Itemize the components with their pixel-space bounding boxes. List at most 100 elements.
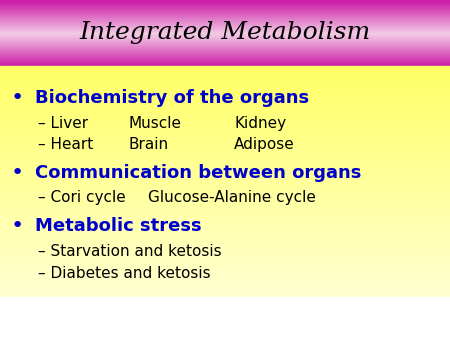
- Bar: [0, 124, 450, 127]
- Bar: [0, 54, 450, 55]
- Bar: [0, 63, 450, 64]
- Bar: [0, 289, 450, 292]
- Text: Muscle: Muscle: [128, 116, 181, 131]
- Bar: [0, 32, 450, 33]
- Bar: [0, 56, 450, 57]
- Bar: [0, 48, 450, 49]
- Bar: [0, 98, 450, 101]
- Text: – Diabetes and ketosis: – Diabetes and ketosis: [38, 266, 211, 281]
- Bar: [0, 101, 450, 103]
- Bar: [0, 89, 450, 92]
- Bar: [0, 28, 450, 29]
- Bar: [0, 18, 450, 19]
- Bar: [0, 53, 450, 54]
- Text: •: •: [10, 216, 24, 237]
- Bar: [0, 147, 450, 150]
- Bar: [0, 30, 450, 31]
- Bar: [0, 4, 450, 5]
- Bar: [0, 222, 450, 225]
- Bar: [0, 47, 450, 48]
- Bar: [0, 6, 450, 7]
- Bar: [0, 86, 450, 89]
- Bar: [0, 190, 450, 193]
- Bar: [0, 23, 450, 24]
- Bar: [0, 15, 450, 16]
- Text: Brain: Brain: [128, 137, 168, 152]
- Text: Communication between organs: Communication between organs: [35, 164, 361, 182]
- Bar: [0, 1, 450, 2]
- Bar: [0, 62, 450, 63]
- Bar: [0, 3, 450, 4]
- Bar: [0, 20, 450, 21]
- Bar: [0, 92, 450, 95]
- Bar: [0, 58, 450, 59]
- Bar: [0, 185, 450, 188]
- Bar: [0, 80, 450, 83]
- Bar: [0, 69, 450, 72]
- Bar: [0, 64, 450, 65]
- Bar: [0, 10, 450, 11]
- Bar: [0, 51, 450, 52]
- Bar: [0, 61, 450, 62]
- Bar: [0, 260, 450, 263]
- Bar: [0, 17, 450, 18]
- Text: – Starvation and ketosis: – Starvation and ketosis: [38, 244, 222, 259]
- Bar: [0, 242, 450, 245]
- Bar: [0, 257, 450, 260]
- Bar: [0, 248, 450, 251]
- Bar: [0, 228, 450, 231]
- Bar: [0, 167, 450, 170]
- Bar: [0, 150, 450, 153]
- Text: Biochemistry of the organs: Biochemistry of the organs: [35, 89, 309, 107]
- Bar: [0, 103, 450, 106]
- Bar: [0, 24, 450, 25]
- Bar: [0, 25, 450, 26]
- Text: Integrated Metabolism: Integrated Metabolism: [79, 21, 371, 45]
- Bar: [0, 19, 450, 20]
- Bar: [0, 132, 450, 136]
- Bar: [0, 65, 450, 66]
- Bar: [0, 36, 450, 37]
- Bar: [0, 294, 450, 297]
- Bar: [0, 231, 450, 234]
- Text: Adipose: Adipose: [234, 137, 295, 152]
- Bar: [0, 57, 450, 58]
- Bar: [0, 2, 450, 3]
- Bar: [0, 208, 450, 211]
- Bar: [0, 292, 450, 294]
- Bar: [0, 8, 450, 9]
- Bar: [0, 118, 450, 121]
- Bar: [0, 202, 450, 205]
- Bar: [0, 141, 450, 144]
- Bar: [0, 22, 450, 23]
- Bar: [0, 75, 450, 77]
- Bar: [0, 49, 450, 50]
- Text: Metabolic stress: Metabolic stress: [35, 217, 202, 236]
- Text: •: •: [10, 163, 24, 183]
- Bar: [0, 135, 450, 138]
- Bar: [0, 50, 450, 51]
- Bar: [0, 277, 450, 280]
- Bar: [0, 59, 450, 60]
- Bar: [0, 46, 450, 47]
- Bar: [0, 6, 450, 7]
- Bar: [0, 211, 450, 214]
- Bar: [0, 170, 450, 173]
- Bar: [0, 35, 450, 36]
- Bar: [0, 72, 450, 75]
- Bar: [0, 52, 450, 53]
- Bar: [0, 13, 450, 14]
- Bar: [0, 216, 450, 219]
- Bar: [0, 271, 450, 274]
- Bar: [0, 193, 450, 196]
- Bar: [0, 42, 450, 43]
- Bar: [0, 162, 450, 164]
- Bar: [0, 245, 450, 248]
- Bar: [0, 240, 450, 242]
- Bar: [0, 33, 450, 34]
- Bar: [0, 234, 450, 237]
- Text: – Liver: – Liver: [38, 116, 88, 131]
- Bar: [0, 254, 450, 257]
- Bar: [0, 34, 450, 35]
- Bar: [0, 41, 450, 42]
